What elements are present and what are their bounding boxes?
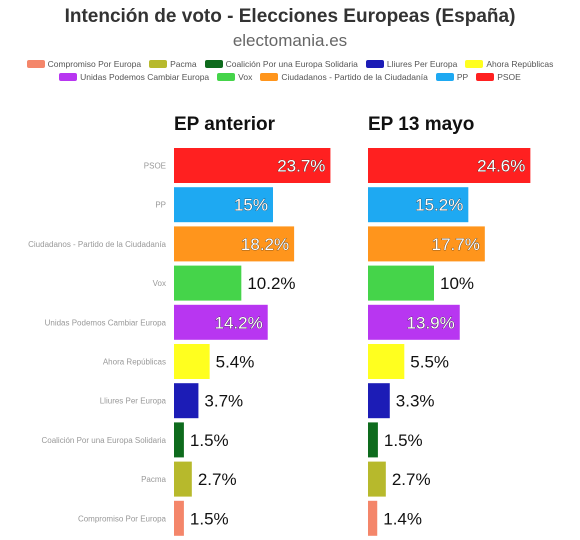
- bar: [368, 344, 405, 379]
- legend-swatch: [59, 73, 78, 81]
- data-label: 3.7%: [204, 392, 243, 411]
- bar: [174, 226, 295, 262]
- bar: [174, 265, 242, 301]
- bar: [174, 383, 199, 419]
- data-label: 1.5%: [190, 509, 229, 528]
- legend: Compromiso Por Europa Pacma Coalición Por …: [22, 58, 558, 84]
- legend-item: Coalición Por una Europa Solidaria: [204, 58, 358, 71]
- bar: [368, 265, 434, 301]
- legend-item: Compromiso Por Europa: [26, 58, 142, 71]
- legend-label: Compromiso Por Europa: [47, 59, 142, 69]
- chart-title: Intención de voto - Elecciones Europeas …: [64, 6, 516, 27]
- legend-item: Ahora Repúblicas: [465, 58, 553, 71]
- category-label: Vox: [153, 279, 166, 288]
- panel-title: EP 13 mayo: [368, 114, 474, 135]
- legend-swatch: [260, 73, 279, 81]
- legend-swatch: [217, 73, 236, 81]
- category-label: Lliures Per Europa: [100, 397, 167, 406]
- legend-label: Unidas Podemos Cambiar Europa: [80, 72, 210, 82]
- category-label: PSOE: [144, 162, 166, 171]
- bar: [174, 422, 184, 458]
- data-label: 5.5%: [410, 353, 449, 372]
- legend-label: Lliures Per Europa: [386, 59, 458, 69]
- legend-swatch: [26, 60, 45, 68]
- legend-label: Ahora Repúblicas: [486, 59, 554, 69]
- legend-item: Ciudadanos - Partido de la Ciudadanía: [260, 71, 428, 84]
- legend-label: Vox: [238, 72, 253, 82]
- bar: [368, 148, 531, 183]
- legend-label: PP: [456, 72, 469, 82]
- category-label: Ahora Repúblicas: [103, 358, 166, 367]
- legend-item: PSOE: [476, 71, 521, 84]
- data-label: 2.7%: [392, 470, 431, 489]
- category-label: Compromiso Por Europa: [78, 514, 167, 523]
- legend-label: PSOE: [497, 72, 521, 82]
- data-label: 14.2%: [215, 313, 263, 332]
- bar: [368, 226, 485, 262]
- chart-subtitle: electomania.es: [232, 31, 348, 50]
- data-label: 15%: [234, 196, 268, 215]
- category-label: Coalición Por una Europa Solidaria: [41, 436, 166, 445]
- data-label: 1.4%: [383, 509, 422, 528]
- legend-label: Coalición Por una Europa Solidaria: [225, 59, 358, 69]
- data-label: 13.9%: [407, 313, 455, 332]
- bar: [368, 461, 386, 497]
- data-label: 10.2%: [247, 274, 295, 293]
- data-label: 10%: [440, 274, 474, 293]
- legend-swatch: [465, 60, 484, 68]
- category-label: Unidas Podemos Cambiar Europa: [45, 318, 167, 327]
- legend-item: Unidas Podemos Cambiar Europa: [59, 71, 209, 84]
- bar: [368, 383, 390, 419]
- legend-item: PP: [435, 71, 469, 84]
- legend-label: Ciudadanos - Partido de la Ciudadanía: [281, 72, 428, 82]
- bar: [368, 500, 378, 536]
- bar: [174, 500, 184, 536]
- category-label: Ciudadanos - Partido de la Ciudadanía: [28, 240, 166, 249]
- panel-title: EP anterior: [174, 114, 276, 135]
- data-label: 3.3%: [396, 392, 435, 411]
- category-label: Pacma: [141, 475, 166, 484]
- category-label: PP: [155, 201, 166, 210]
- data-label: 17.7%: [432, 235, 480, 254]
- legend-swatch: [476, 73, 495, 81]
- bar: [174, 187, 273, 223]
- legend-item: Lliures Per Europa: [365, 58, 458, 71]
- legend-swatch: [365, 60, 384, 68]
- data-label: 23.7%: [277, 157, 325, 176]
- data-label: 1.5%: [190, 431, 229, 450]
- legend-item: Vox: [217, 71, 252, 84]
- bar: [368, 187, 469, 223]
- data-label: 2.7%: [198, 470, 237, 489]
- legend-swatch: [204, 60, 223, 68]
- bar: [174, 461, 192, 497]
- bar: [368, 304, 460, 340]
- data-label: 24.6%: [477, 157, 525, 176]
- data-label: 1.5%: [384, 431, 423, 450]
- legend-item: Pacma: [149, 58, 197, 71]
- data-label: 18.2%: [241, 235, 289, 254]
- bar: [174, 344, 210, 379]
- bar: [368, 422, 378, 458]
- data-label: 5.4%: [216, 353, 255, 372]
- bar: [174, 148, 331, 183]
- data-label: 15.2%: [415, 196, 463, 215]
- bar: [174, 304, 268, 340]
- legend-swatch: [435, 73, 454, 81]
- legend-swatch: [149, 60, 168, 68]
- legend-label: Pacma: [170, 59, 197, 69]
